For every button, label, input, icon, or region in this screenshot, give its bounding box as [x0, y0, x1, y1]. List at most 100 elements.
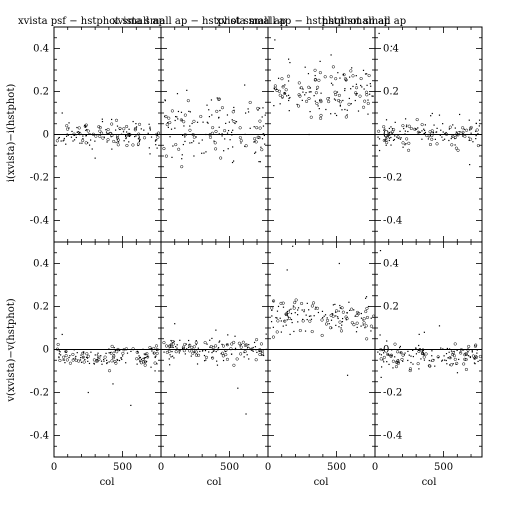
data-point: [273, 84, 277, 88]
data-point: [123, 140, 125, 142]
data-point: [82, 137, 84, 140]
data-point: [287, 80, 290, 82]
data-point: [310, 318, 313, 320]
data-point: [338, 100, 342, 104]
data-point: [453, 357, 457, 361]
data-point: [450, 350, 453, 352]
data-point: [334, 112, 336, 115]
data-point: [314, 74, 316, 77]
data-point: [301, 99, 303, 101]
data-point: [405, 124, 408, 126]
data-point: [188, 346, 190, 349]
y-tick-label: 0: [43, 130, 49, 141]
data-point: [131, 143, 135, 147]
data-point: [162, 341, 166, 345]
data-point: [125, 124, 129, 129]
data-point: [320, 333, 324, 337]
data-point: [115, 350, 119, 354]
data-point: [116, 134, 120, 138]
data-point: [370, 330, 372, 332]
data-point: [171, 156, 173, 158]
data-point: [319, 113, 323, 117]
data-point: [89, 139, 92, 141]
data-point: [128, 141, 130, 143]
data-point: [356, 92, 358, 95]
data-point: [304, 330, 307, 332]
data-point: [155, 355, 157, 357]
data-point: [286, 319, 288, 321]
x-tick-label: 0: [158, 462, 164, 473]
data-point: [422, 355, 426, 359]
data-point: [174, 350, 178, 354]
data-point: [260, 146, 262, 148]
data-point: [197, 347, 199, 349]
data-point: [459, 113, 461, 116]
data-point: [55, 347, 60, 351]
data-point: [254, 152, 256, 154]
data-point: [203, 354, 206, 357]
data-point: [75, 136, 77, 139]
data-point: [288, 58, 290, 60]
data-point: [250, 348, 252, 350]
data-point: [276, 319, 280, 323]
data-point-outlier: [274, 39, 276, 41]
data-point: [377, 351, 379, 353]
data-point: [329, 313, 333, 317]
data-point: [335, 324, 337, 326]
data-point: [332, 84, 334, 86]
data-point: [71, 358, 75, 362]
data-point: [399, 351, 403, 355]
data-point: [150, 347, 152, 350]
data-point: [76, 352, 78, 354]
data-point: [235, 121, 238, 123]
data-point: [94, 140, 96, 142]
right-tick-label: 0.4: [383, 259, 399, 270]
data-point: [338, 310, 340, 312]
data-point: [211, 114, 213, 116]
data-point: [453, 342, 457, 346]
data-point: [339, 304, 341, 307]
data-point: [362, 69, 365, 71]
data-point: [229, 347, 233, 351]
data-point: [170, 109, 174, 113]
data-point: [371, 95, 373, 97]
data-point: [463, 353, 467, 357]
data-point: [184, 353, 186, 355]
data-point: [65, 358, 69, 362]
data-point: [344, 88, 346, 90]
data-point: [296, 103, 298, 106]
data-point: [463, 134, 467, 138]
data-point: [354, 315, 356, 317]
data-point: [362, 317, 366, 321]
data-point: [248, 358, 250, 360]
data-point: [423, 354, 425, 356]
data-point: [181, 119, 183, 121]
data-point: [450, 143, 454, 147]
data-point: [264, 143, 266, 145]
data-point: [203, 360, 206, 362]
data-point: [145, 353, 147, 355]
data-point: [176, 344, 178, 346]
data-point: [314, 100, 316, 102]
data-point: [155, 144, 157, 146]
data-point: [152, 346, 156, 351]
data-point: [467, 344, 471, 349]
data-point: [440, 129, 442, 131]
data-point: [85, 129, 87, 131]
data-point: [372, 95, 374, 97]
data-point: [363, 88, 365, 90]
data-point: [182, 120, 186, 124]
data-point: [414, 128, 416, 130]
data-point: [404, 133, 406, 135]
data-point: [386, 340, 388, 342]
data-point: [255, 349, 257, 351]
data-point: [355, 313, 359, 318]
data-point: [93, 362, 95, 365]
data-point: [103, 355, 107, 359]
data-point-outlier: [130, 404, 132, 406]
data-point: [341, 324, 343, 326]
data-point: [430, 115, 432, 117]
xlabel-col-2: col: [207, 477, 222, 488]
data-point: [409, 126, 413, 131]
data-point: [121, 355, 124, 357]
